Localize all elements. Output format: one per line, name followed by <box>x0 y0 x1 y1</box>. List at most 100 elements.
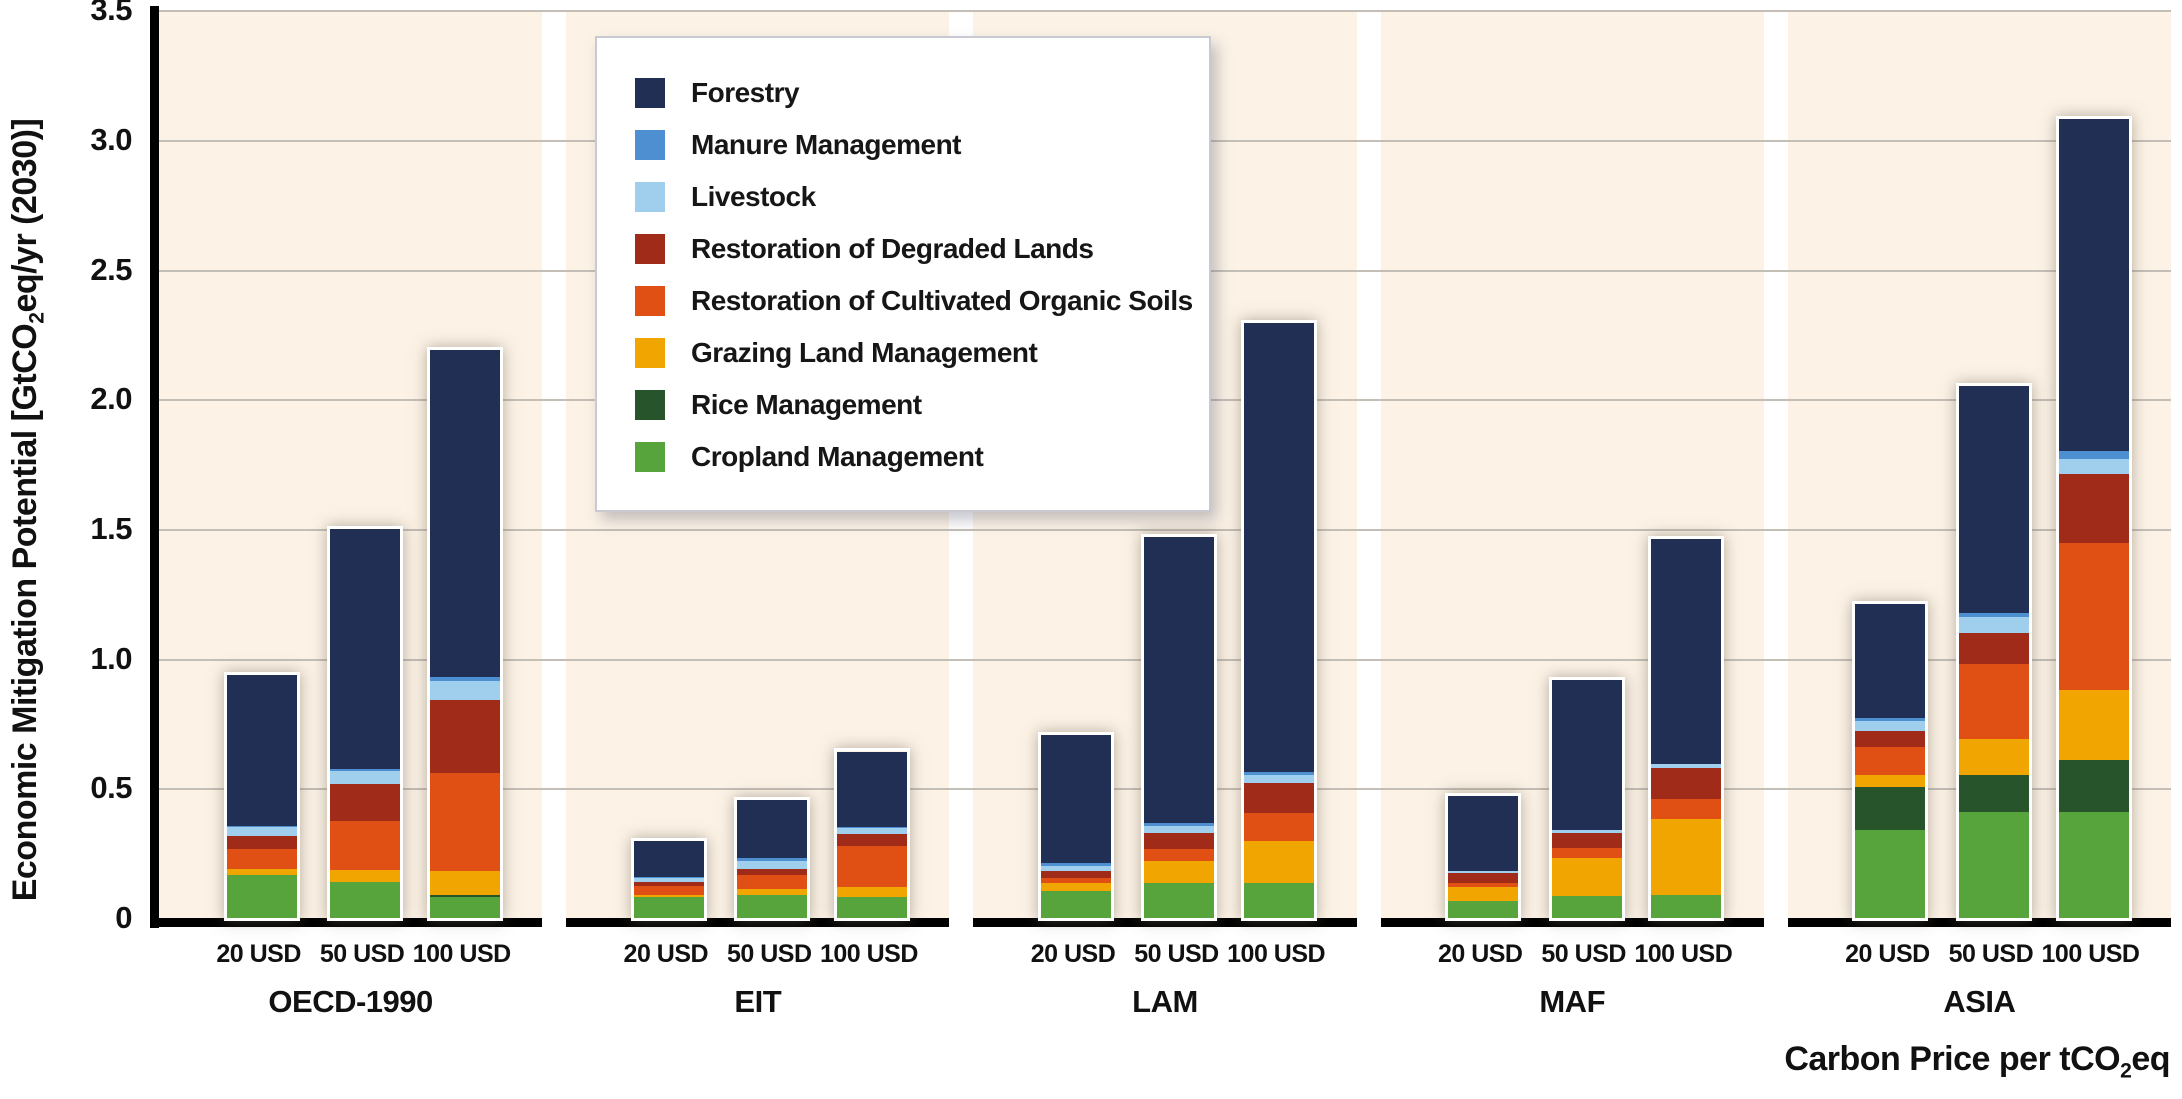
segment-grazing-land-management <box>1855 775 1926 787</box>
legend-row-restoration-of-degraded-lands: Restoration of Degraded Lands <box>635 233 1094 264</box>
legend-row-forestry: Forestry <box>635 77 800 108</box>
x-axis-baseline-OECD-1990 <box>159 918 543 927</box>
price-label-MAF-20USD: 20 USD <box>1437 940 1523 968</box>
segment-grazing-land-management <box>1041 882 1112 891</box>
segment-restoration-of-cultivated-organic-soils <box>1855 746 1926 776</box>
gridline-1.5 <box>159 528 2171 531</box>
segment-livestock <box>429 680 500 701</box>
region-label-LAM: LAM <box>1132 984 1198 1019</box>
bar-OECD-1990-100USD <box>426 346 503 921</box>
segment-restoration-of-cultivated-organic-soils <box>1448 882 1519 887</box>
price-label-LAM-100USD: 100 USD <box>1227 940 1326 968</box>
segment-restoration-of-cultivated-organic-soils <box>1041 877 1112 883</box>
y-axis-title-text: Economic Mitigation Potential [GtCO <box>6 323 45 902</box>
price-label-MAF-100USD: 100 USD <box>1634 940 1733 968</box>
legend-label: Grazing Land Management <box>691 337 1038 368</box>
x-axis-baseline-EIT <box>566 918 950 927</box>
segment-cropland-management <box>1448 901 1519 918</box>
segment-livestock <box>1041 865 1112 871</box>
segment-rice-management <box>1855 787 1926 830</box>
legend-row-restoration-of-cultivated-organic-soils: Restoration of Cultivated Organic Soils <box>635 285 1193 316</box>
bar-MAF-100USD <box>1648 535 1725 921</box>
segment-livestock <box>836 828 907 834</box>
segment-livestock <box>330 771 401 785</box>
segment-restoration-of-cultivated-organic-soils <box>737 874 808 890</box>
bar-EIT-50USD <box>734 796 811 921</box>
bar-EIT-20USD <box>630 837 707 921</box>
y-tick-label-3.5: 3.5 <box>90 0 132 28</box>
segment-manure-management <box>1144 822 1215 826</box>
segment-grazing-land-management <box>1958 739 2029 776</box>
segment-forestry <box>1144 537 1215 823</box>
segment-manure-management <box>836 826 907 829</box>
bar-LAM-20USD <box>1038 731 1115 921</box>
legend-label: Cropland Management <box>691 441 984 472</box>
segment-cropland-management <box>330 881 401 918</box>
segment-cropland-management <box>633 897 704 918</box>
segment-manure-management <box>2058 451 2129 459</box>
segment-cropland-management <box>1041 890 1112 918</box>
segment-cropland-management <box>1144 882 1215 918</box>
segment-livestock <box>1855 720 1926 732</box>
segment-restoration-of-cultivated-organic-soils <box>429 772 500 872</box>
x-axis-title-subscript: 2 <box>2120 1059 2132 1083</box>
segment-forestry <box>737 800 808 859</box>
segment-forestry <box>1551 679 1622 831</box>
y-axis-line <box>150 6 159 928</box>
segment-manure-management <box>633 877 704 879</box>
y-tick-label-1.5: 1.5 <box>90 510 132 546</box>
price-label-MAF-50USD: 50 USD <box>1541 940 1626 968</box>
region-label-OECD-1990: OECD-1990 <box>268 984 433 1019</box>
segment-cropland-management <box>1244 882 1315 918</box>
y-tick-label-3.0: 3.0 <box>90 121 132 157</box>
y-tick-label-0.5: 0.5 <box>90 770 132 806</box>
segment-grazing-land-management <box>429 871 500 895</box>
segment-livestock <box>1244 775 1315 784</box>
legend-label: Livestock <box>691 181 816 212</box>
x-axis-title: Carbon Price per tCO2eq <box>1784 1040 2170 1083</box>
segment-livestock <box>1958 617 2029 633</box>
segment-grazing-land-management <box>836 887 907 898</box>
legend-swatch-restoration-of-degraded-lands <box>635 234 665 264</box>
y-axis-title-units: eq/yr (2030)] <box>6 118 45 313</box>
price-label-EIT-50USD: 50 USD <box>727 940 812 968</box>
bar-OECD-1990-50USD <box>327 525 404 921</box>
segment-restoration-of-degraded-lands <box>1144 832 1215 849</box>
y-tick-label-2.5: 2.5 <box>90 251 132 287</box>
segment-livestock <box>1144 825 1215 833</box>
y-tick-label-1.0: 1.0 <box>90 640 132 676</box>
segment-restoration-of-degraded-lands <box>2058 474 2129 544</box>
price-label-LAM-50USD: 50 USD <box>1134 940 1219 968</box>
segment-grazing-land-management <box>1448 886 1519 902</box>
bar-EIT-100USD <box>833 748 910 921</box>
bar-LAM-50USD <box>1141 534 1218 921</box>
segment-grazing-land-management <box>1651 819 1722 895</box>
segment-forestry <box>1244 323 1315 773</box>
segment-forestry <box>2058 119 2129 452</box>
segment-livestock <box>226 827 297 837</box>
legend-row-livestock: Livestock <box>635 181 816 212</box>
legend-swatch-livestock <box>635 182 665 212</box>
legend-swatch-grazing-land-management <box>635 338 665 368</box>
segment-restoration-of-degraded-lands <box>330 784 401 821</box>
segment-rice-management <box>429 894 500 898</box>
segment-restoration-of-cultivated-organic-soils <box>330 820 401 870</box>
price-label-EIT-100USD: 100 USD <box>819 940 918 968</box>
segment-forestry <box>1041 734 1112 863</box>
x-axis-baseline-LAM <box>973 918 1357 927</box>
segment-cropland-management <box>836 897 907 918</box>
segment-restoration-of-cultivated-organic-soils <box>2058 543 2129 690</box>
legend-label: Rice Management <box>691 389 922 420</box>
segment-grazing-land-management <box>330 870 401 882</box>
segment-restoration-of-cultivated-organic-soils <box>836 845 907 888</box>
segment-manure-management <box>737 858 808 862</box>
segment-grazing-land-management <box>2058 689 2129 760</box>
y-tick-label-2.0: 2.0 <box>90 381 132 417</box>
segment-cropland-management <box>429 897 500 918</box>
segment-manure-management <box>1041 863 1112 866</box>
y-tick-label-0: 0 <box>115 900 132 935</box>
segment-restoration-of-cultivated-organic-soils <box>1958 663 2029 740</box>
segment-restoration-of-degraded-lands <box>836 833 907 846</box>
segment-manure-management <box>1958 613 2029 618</box>
